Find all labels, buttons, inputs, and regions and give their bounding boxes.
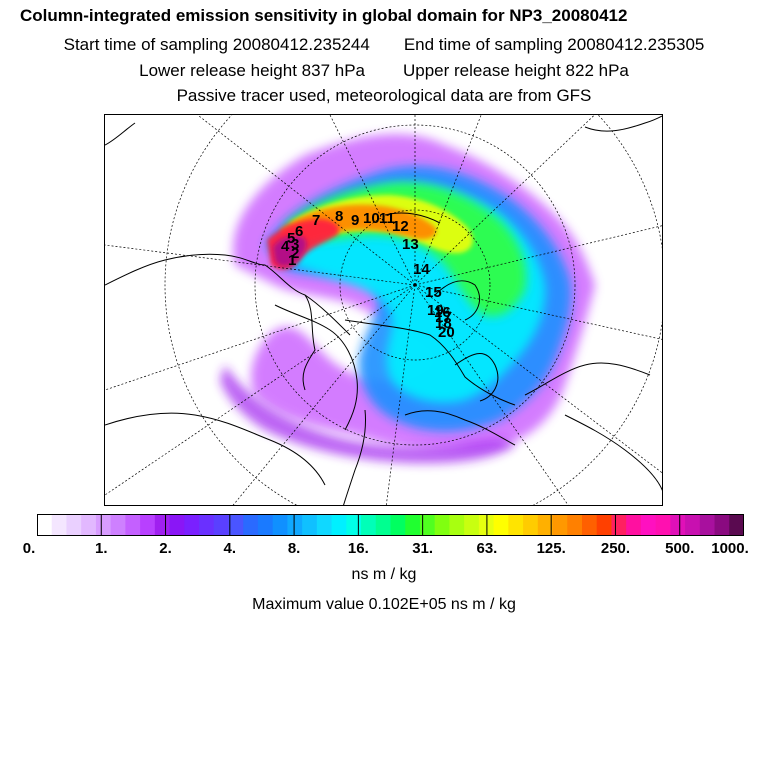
colorbar-swatch: [243, 514, 259, 536]
release-height-line: Lower release height 837 hPa Upper releas…: [0, 61, 768, 81]
track-label: 3: [291, 236, 299, 253]
colorbar-swatch: [390, 514, 406, 536]
colorbar-swatch: [419, 514, 436, 536]
track-label: 4: [281, 238, 290, 255]
track-label: 12: [392, 218, 409, 235]
tracer-note: Passive tracer used, meteorological data…: [176, 86, 592, 105]
colorbar-swatch: [316, 514, 333, 536]
colorbar-swatch: [699, 514, 716, 536]
colorbar-swatch: [567, 514, 583, 536]
sensitivity-map: 1 2 3 4 5 6 7 8 9 10 11 12 13 14 15 16 1…: [104, 114, 663, 506]
map-canvas: 1 2 3 4 5 6 7 8 9 10 11 12 13 14 15 16 1…: [105, 115, 662, 505]
colorbar-swatch: [537, 514, 554, 536]
colorbar-swatch: [331, 514, 347, 536]
colorbar-tick-label: 16.: [347, 540, 369, 557]
colorbar-swatch: [346, 514, 362, 536]
maximum-value-label: Maximum value 0.102E+05 ns m / kg: [252, 596, 516, 613]
track-label: 17: [435, 309, 452, 326]
track-label: 10: [363, 210, 380, 227]
chart-title: Column-integrated emission sensitivity i…: [20, 6, 628, 25]
colorbar-swatch: [287, 514, 303, 536]
colorbar-swatch: [257, 514, 274, 536]
colorbar-swatch: [81, 514, 97, 536]
colorbar-tick-label: 63.: [476, 540, 498, 557]
colorbar-swatch: [361, 514, 377, 536]
end-time-label: End time of sampling 20080412.235305: [403, 35, 705, 54]
colorbar-tick-label: 2.: [159, 540, 172, 557]
colorbar-swatch: [581, 514, 598, 536]
colorbar-swatch: [213, 514, 229, 536]
sampling-time-line: Start time of sampling 20080412.235244 En…: [0, 35, 768, 55]
colorbar-border: [37, 514, 744, 536]
colorbar-swatch: [611, 514, 627, 536]
colorbar-tick-label: 1000.: [711, 540, 749, 557]
coastlines: [105, 115, 662, 505]
track-label: 1: [288, 252, 296, 269]
colorbar-swatch: [110, 514, 126, 536]
colorbar-swatch: [655, 514, 671, 536]
colorbar-units: ns m / kg: [351, 566, 417, 583]
colorbar-swatch: [272, 514, 288, 536]
track-label: 14: [413, 261, 430, 278]
colorbar-tick-label: 125.: [536, 540, 566, 557]
track-label: 18: [435, 315, 452, 332]
colorbar-swatch: [95, 514, 112, 536]
track-labels: 1 2 3 4 5 6 7 8 9 10 11 12 13 14 15 16 1…: [281, 208, 455, 341]
colorbar-swatch: [685, 514, 701, 536]
colorbar-swatch: [37, 514, 53, 536]
colorbar-swatch: [140, 514, 156, 536]
graticule: [105, 115, 662, 505]
colorbar-tick-label: 500.: [665, 540, 695, 557]
track-label: 16: [434, 304, 451, 321]
colorbar-tick-label: 8.: [287, 540, 301, 557]
colorbar-swatch: [670, 514, 686, 536]
track-label: 9: [351, 212, 359, 229]
colorbar-swatch: [626, 514, 642, 536]
colorbar-swatch: [169, 514, 185, 536]
track-label: 13: [402, 236, 419, 253]
track-label: 19: [427, 302, 444, 319]
colorbar-swatch: [154, 514, 171, 536]
colorbar-swatch: [405, 514, 421, 536]
colorbar-swatch: [729, 514, 744, 536]
colorbar-swatch: [493, 514, 509, 536]
colorbar-tick-label: 250.: [600, 540, 631, 557]
field-layer-magenta: [273, 235, 307, 267]
colorbar-swatch: [449, 514, 465, 536]
colorbar-tick-label: 1.: [95, 540, 108, 557]
colorbar-swatch: [51, 514, 67, 536]
upper-release-label: Upper release height 822 hPa: [403, 61, 629, 80]
track-label: 15: [425, 284, 442, 301]
colorbar-swatch: [640, 514, 657, 536]
colorbar-swatch: [596, 514, 612, 536]
track-label: 2: [291, 245, 299, 262]
track-label: 11: [379, 210, 395, 227]
colorbar-swatch: [302, 514, 318, 536]
start-time-label: Start time of sampling 20080412.235244: [63, 35, 370, 54]
colorbar-swatch: [125, 514, 141, 536]
colorbar-swatch: [199, 514, 215, 536]
colorbar-tick-label: 31.: [412, 540, 434, 557]
colorbar: [37, 514, 744, 536]
colorbar-tick-label: 4.: [223, 540, 237, 557]
colorbar-swatch: [552, 514, 568, 536]
colorbar-swatch: [228, 514, 244, 536]
track-label: 6: [295, 223, 303, 240]
colorbar-swatch: [508, 514, 524, 536]
colorbar-swatch: [464, 514, 480, 536]
track-label: 7: [312, 212, 320, 229]
colorbar-tick-label: 0.: [22, 540, 36, 557]
track-label: 8: [335, 208, 343, 225]
field-arm: [220, 365, 515, 464]
colorbar-swatch: [523, 514, 539, 536]
colorbar-swatch: [375, 514, 391, 536]
track-label: 5: [287, 230, 295, 247]
colorbar-swatch: [66, 514, 82, 536]
colorbar-swatch: [184, 514, 200, 536]
colorbar-swatch: [434, 514, 450, 536]
colorbar-swatch: [714, 514, 730, 536]
track-label: 20: [438, 324, 455, 341]
lower-release-label: Lower release height 837 hPa: [139, 61, 365, 80]
